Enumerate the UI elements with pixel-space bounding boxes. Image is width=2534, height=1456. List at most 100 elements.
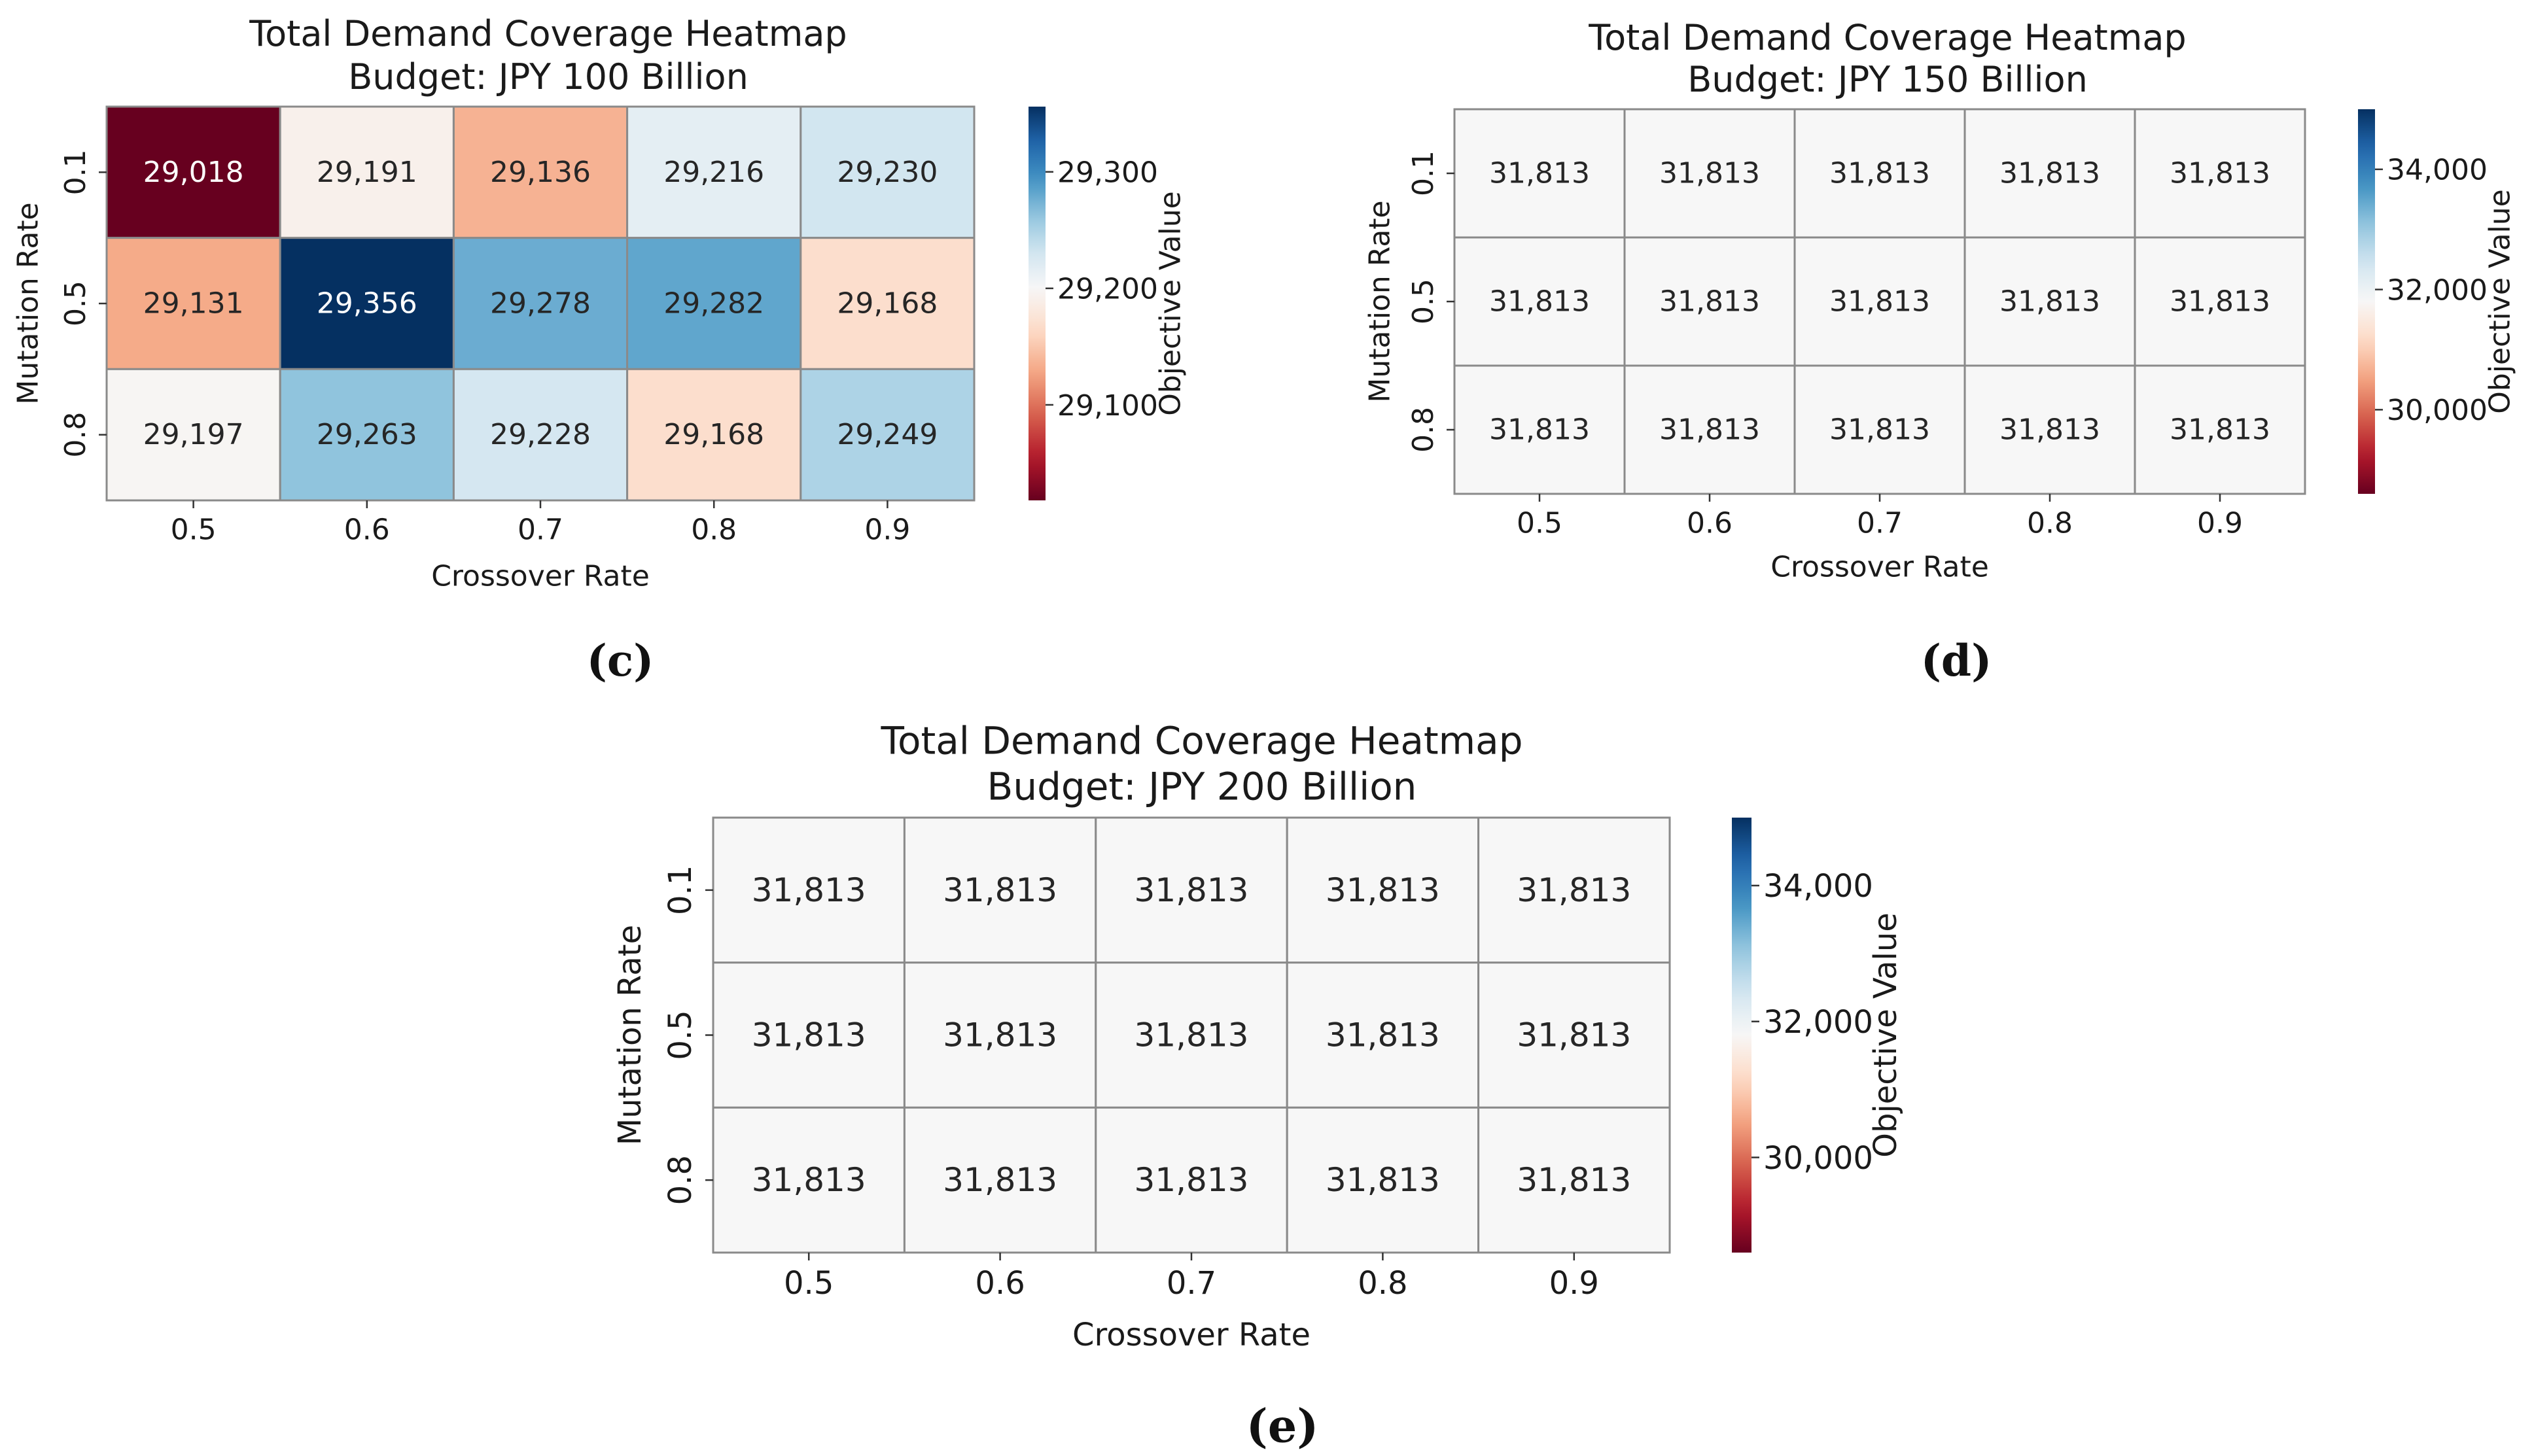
x-tick-label: 0.9 (2197, 506, 2243, 540)
colorbar-tick-label: 30,000 (2387, 394, 2488, 427)
y-tick-label: 0.8 (59, 412, 92, 458)
chart-title: Total Demand Coverage Heatmap (249, 13, 847, 54)
heatmap-cell (800, 368, 976, 502)
heatmap-cell (1623, 108, 1796, 239)
y-axis-label: Mutation Rate (11, 202, 44, 404)
cell-value-label: 29,191 (317, 156, 417, 189)
heatmap-cell (452, 368, 629, 502)
cell-value-label: 29,263 (317, 418, 417, 451)
cell-value-label: 31,813 (752, 1016, 866, 1054)
cell-value-label: 31,813 (1659, 285, 1760, 319)
x-tick-label: 0.8 (691, 513, 737, 546)
heatmap-cell (279, 368, 455, 502)
cell-value-label: 29,278 (490, 287, 591, 321)
cell-value-label: 31,813 (1489, 285, 1590, 319)
y-tick-label: 0.5 (59, 281, 92, 326)
x-axis-label: Crossover Rate (1770, 550, 1989, 583)
cell-value-label: 31,813 (1659, 157, 1760, 190)
cell-value-label: 31,813 (1135, 871, 1249, 909)
cell-value-label: 31,813 (1517, 871, 1631, 909)
colorbar-tick-label: 32,000 (1763, 1004, 1873, 1041)
cell-value-label: 31,813 (752, 871, 866, 909)
heatmap-cell (105, 237, 281, 370)
colorbar (1029, 107, 1046, 500)
cell-value-label: 29,131 (143, 287, 244, 321)
x-tick-label: 0.9 (1549, 1265, 1599, 1302)
heatmap-cell (452, 237, 629, 370)
cell-value-label: 31,813 (1999, 413, 2100, 447)
colorbar-label: Objective Value (1867, 912, 1904, 1158)
x-axis-label: Crossover Rate (431, 559, 650, 593)
cell-value-label: 31,813 (943, 871, 1057, 909)
cell-value-label: 31,813 (1999, 157, 2100, 190)
cell-value-label: 31,813 (1326, 1016, 1440, 1054)
heatmap-cell (1453, 108, 1626, 239)
y-tick-label: 0.1 (59, 149, 92, 195)
heatmap-cell (800, 237, 976, 370)
colorbar (2358, 109, 2375, 494)
y-axis-label: Mutation Rate (612, 925, 648, 1145)
cell-value-label: 29,230 (837, 156, 938, 189)
y-tick-label: 0.5 (662, 1010, 699, 1060)
colorbar-tick-label: 32,000 (2387, 273, 2488, 307)
colorbar-label: Objective Value (2484, 189, 2517, 413)
cell-value-label: 31,813 (1659, 413, 1760, 447)
colorbar-tick-label: 29,200 (1057, 273, 1158, 306)
y-tick-label: 0.5 (1407, 279, 1440, 324)
cell-value-label: 31,813 (1135, 1161, 1249, 1199)
heatmap-cell (800, 105, 976, 239)
y-tick-label: 0.8 (1407, 407, 1440, 453)
heatmap-cell (1623, 364, 1796, 495)
heatmap-cell (105, 105, 281, 239)
heatmap-cell (1095, 816, 1288, 964)
x-tick-label: 0.8 (1358, 1265, 1407, 1302)
x-tick-label: 0.7 (518, 513, 563, 546)
colorbar-tick-label: 30,000 (1763, 1140, 1873, 1177)
cell-value-label: 29,228 (490, 418, 591, 451)
heatmap-cell (1286, 1106, 1480, 1254)
heatmap-cell (903, 816, 1097, 964)
y-axis-label: Mutation Rate (1363, 200, 1396, 402)
cell-value-label: 31,813 (1489, 413, 1590, 447)
cell-value-label: 29,168 (663, 418, 764, 451)
cell-value-label: 31,813 (1829, 413, 1930, 447)
cell-value-label: 31,813 (1829, 285, 1930, 319)
heatmap-cell (1477, 816, 1671, 964)
x-axis-label: Crossover Rate (1072, 1317, 1311, 1353)
panel-label: (d) (1921, 635, 1992, 686)
heatmap-cell (1286, 962, 1480, 1109)
cell-value-label: 31,813 (943, 1161, 1057, 1199)
x-tick-label: 0.8 (2027, 506, 2073, 540)
x-tick-label: 0.5 (784, 1265, 834, 1302)
heatmap-cell (1453, 236, 1626, 367)
panel-label: (c) (587, 635, 654, 686)
cell-value-label: 31,813 (1489, 157, 1590, 190)
cell-value-label: 29,282 (663, 287, 764, 321)
chart-subtitle: Budget: JPY 150 Billion (1687, 59, 2088, 100)
chart-title: Total Demand Coverage Heatmap (880, 718, 1522, 763)
x-tick-label: 0.5 (1517, 506, 1562, 540)
cell-value-label: 31,813 (2170, 157, 2270, 190)
cell-value-label: 29,197 (143, 418, 244, 451)
chart-subtitle: Budget: JPY 100 Billion (348, 56, 748, 97)
cell-value-label: 29,356 (317, 287, 417, 321)
heatmap-cell (452, 105, 629, 239)
x-tick-label: 0.6 (1687, 506, 1733, 540)
cell-value-label: 31,813 (1999, 285, 2100, 319)
colorbar-tick-label: 34,000 (2387, 154, 2488, 187)
y-tick-label: 0.1 (662, 865, 699, 915)
cell-value-label: 29,018 (143, 156, 244, 189)
heatmap-cell (1623, 236, 1796, 367)
cell-value-label: 31,813 (943, 1016, 1057, 1054)
cell-value-label: 29,136 (490, 156, 591, 189)
heatmap-cell (279, 105, 455, 239)
y-tick-label: 0.8 (662, 1155, 699, 1205)
cell-value-label: 31,813 (1517, 1161, 1631, 1199)
heatmap-cell (626, 368, 802, 502)
colorbar-label: Objective Value (1154, 191, 1188, 415)
heatmap-cell (1793, 108, 1966, 239)
